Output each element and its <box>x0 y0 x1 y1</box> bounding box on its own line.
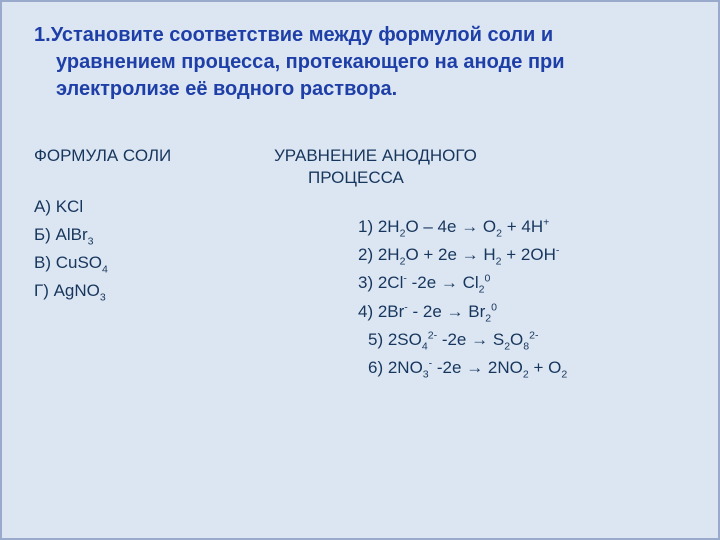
eq6-p1: 6) 2NO <box>368 358 423 377</box>
left-header-text: ФОРМУЛА СОЛИ <box>34 146 171 165</box>
eq4-p2: - 2e → Br <box>408 302 485 321</box>
eq4-s1: 2 <box>485 312 491 324</box>
salt-v-label: В) CuSO <box>34 253 102 272</box>
eq6-p3: + O <box>529 358 562 377</box>
salt-b-sub: 3 <box>88 236 94 248</box>
right-header-line2: ПРОЦЕССА <box>274 167 686 189</box>
eq5-p3: O <box>510 330 523 349</box>
left-column: ФОРМУЛА СОЛИ А) KCl Б) AlBr3 В) CuSO4 Г)… <box>34 123 264 382</box>
eq6-s1: 3 <box>423 368 429 380</box>
equation-6: 6) 2NO3- -2e → 2NO2 + O2 <box>274 354 686 382</box>
eq3-p2: -2e → Cl <box>407 273 479 292</box>
eq2-p1: 2) 2H <box>358 245 400 264</box>
right-column: УРАВНЕНИЕ АНОДНОГО ПРОЦЕССА 1) 2H2O – 4e… <box>274 123 686 382</box>
salt-g: Г) AgNO3 <box>34 277 264 305</box>
equation-4: 4) 2Br- - 2e → Br20 <box>274 298 686 326</box>
salt-g-label: Г) AgNO <box>34 281 100 300</box>
left-header: ФОРМУЛА СОЛИ <box>34 123 264 167</box>
title-line2: уравнением процесса, протекающего на ано… <box>34 49 686 76</box>
eq5-p2: -2e → S <box>437 330 504 349</box>
eq1-p3: + 4H <box>502 217 543 236</box>
eq1-sup: + <box>543 217 549 229</box>
left-header-spacer <box>34 169 264 191</box>
salt-v: В) CuSO4 <box>34 249 264 277</box>
equation-3: 3) 2Cl- -2e → Cl20 <box>274 269 686 297</box>
right-header-line1: УРАВНЕНИЕ АНОДНОГО <box>274 146 477 165</box>
title-line3: электролизе её водного раствора. <box>34 76 686 103</box>
eq6-p2: -2e → 2NO <box>432 358 523 377</box>
equation-2: 2) 2H2O + 2e → H2 + 2OH- <box>274 241 686 269</box>
eq2-p3: + 2OH <box>502 245 556 264</box>
eq3-sup2: 0 <box>485 273 491 285</box>
salt-a-label: А) KCl <box>34 197 83 216</box>
eq4-p1: 4) 2Br <box>358 302 404 321</box>
eq5-sup1: 2- <box>428 329 437 341</box>
salt-g-sub: 3 <box>100 292 106 304</box>
title-line1: Установите соответствие между формулой с… <box>51 24 554 46</box>
content-columns: ФОРМУЛА СОЛИ А) KCl Б) AlBr3 В) CuSO4 Г)… <box>34 123 686 382</box>
eq5-s3: 8 <box>523 340 529 352</box>
equation-5: 5) 2SO42- -2e → S2O82- <box>274 326 686 354</box>
right-header: УРАВНЕНИЕ АНОДНОГО ПРОЦЕССА <box>274 123 686 211</box>
eq3-s1: 2 <box>479 284 485 296</box>
salt-a: А) KCl <box>34 193 264 221</box>
eq2-sup: - <box>556 245 560 257</box>
eq5-p1: 5) 2SO <box>368 330 422 349</box>
salt-b-label: Б) AlBr <box>34 225 88 244</box>
eq1-p1: 1) 2H <box>358 217 400 236</box>
eq1-p2: O – 4e → O <box>405 217 496 236</box>
eq3-p1: 3) 2Cl <box>358 273 403 292</box>
question-title: 1.Установите соответствие между формулой… <box>34 22 686 103</box>
eq5-sup2: 2- <box>529 329 538 341</box>
eq6-s3: 2 <box>561 368 567 380</box>
slide: 1.Установите соответствие между формулой… <box>0 0 720 540</box>
title-number: 1. <box>34 24 51 46</box>
eq4-sup2: 0 <box>491 301 497 313</box>
equation-1: 1) 2H2O – 4e → O2 + 4H+ <box>274 213 686 241</box>
salt-v-sub: 4 <box>102 264 108 276</box>
eq5-s1: 4 <box>422 340 428 352</box>
eq2-p2: O + 2e → H <box>405 245 495 264</box>
salt-b: Б) AlBr3 <box>34 221 264 249</box>
